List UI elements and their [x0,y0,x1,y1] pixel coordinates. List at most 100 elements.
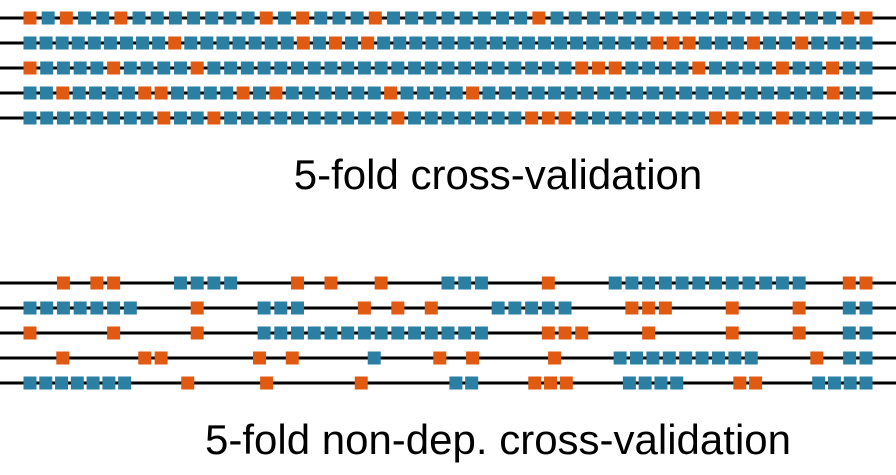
test-sample [842,276,856,290]
train-sample [248,36,262,50]
test-sample [466,351,480,365]
fold-row-3 [0,326,896,340]
train-sample [695,11,709,25]
train-sample [86,376,100,390]
train-sample [173,111,187,125]
train-sample [537,36,551,50]
train-sample [793,86,807,100]
train-sample [670,376,684,390]
train-sample [602,36,616,50]
test-sample [528,376,542,390]
train-sample [521,36,535,50]
train-sample [285,86,299,100]
train-sample [73,301,87,315]
train-sample [168,11,182,25]
train-sample [698,36,712,50]
train-sample [709,61,723,75]
train-sample [695,86,709,100]
test-sample [291,276,305,290]
train-sample [659,11,673,25]
train-sample [842,61,856,75]
train-sample [78,11,92,25]
train-sample [515,86,529,100]
train-sample [374,326,388,340]
train-sample [391,326,405,340]
train-sample [728,351,742,365]
train-sample [826,111,840,125]
train-sample [291,301,305,315]
train-sample [55,376,69,390]
train-sample [257,61,271,75]
test-sample [733,376,747,390]
train-sample [759,111,773,125]
test-sample [826,61,840,75]
test-sample [575,326,589,340]
train-sample [200,36,214,50]
train-sample [441,326,455,340]
train-sample [433,86,447,100]
train-sample [224,61,238,75]
train-sample [638,376,652,390]
train-sample [190,111,204,125]
test-sample [859,276,873,290]
train-sample [570,36,584,50]
train-sample [73,111,87,125]
train-sample [810,86,824,100]
train-sample [859,301,873,315]
train-sample [742,61,756,75]
train-sample [367,351,381,365]
train-sample [324,111,338,125]
train-sample [312,36,326,50]
test-sample [252,351,266,365]
train-sample [859,61,873,75]
train-sample [357,326,371,340]
test-sample [642,326,656,340]
test-sample [138,86,152,100]
train-sample [759,61,773,75]
test-sample [384,86,398,100]
test-sample [433,351,447,365]
test-sample [107,326,121,340]
train-sample [400,86,414,100]
train-sample [416,86,430,100]
test-sample [650,36,664,50]
test-sample [608,61,622,75]
train-sample [514,11,528,25]
train-sample [675,276,689,290]
train-sample [232,36,246,50]
train-sample [341,326,355,340]
test-sample [168,36,182,50]
train-sample [40,111,54,125]
caption-standard-cv: 5-fold cross-validation [294,151,703,198]
train-sample [103,36,117,50]
test-sample [357,301,371,315]
train-sample [465,376,479,390]
test-sample [23,11,37,25]
test-sample [625,301,639,315]
train-sample [56,111,70,125]
train-sample [458,276,472,290]
train-sample [792,61,806,75]
train-sample [184,36,198,50]
train-sample [742,111,756,125]
train-sample [291,111,305,125]
fold-row-2 [0,301,896,315]
test-sample [190,326,204,340]
train-sample [662,351,676,365]
train-sample [597,86,611,100]
test-sample [558,326,572,340]
train-sample [324,326,338,340]
train-sample [675,111,689,125]
train-sample [692,111,706,125]
test-sample [525,111,539,125]
test-sample [190,61,204,75]
test-sample [368,11,382,25]
test-sample [725,326,739,340]
train-sample [842,111,856,125]
test-sample [775,111,789,125]
train-sample [367,86,381,100]
test-sample [548,351,562,365]
train-sample [623,11,637,25]
train-sample [675,61,689,75]
train-sample [768,11,782,25]
